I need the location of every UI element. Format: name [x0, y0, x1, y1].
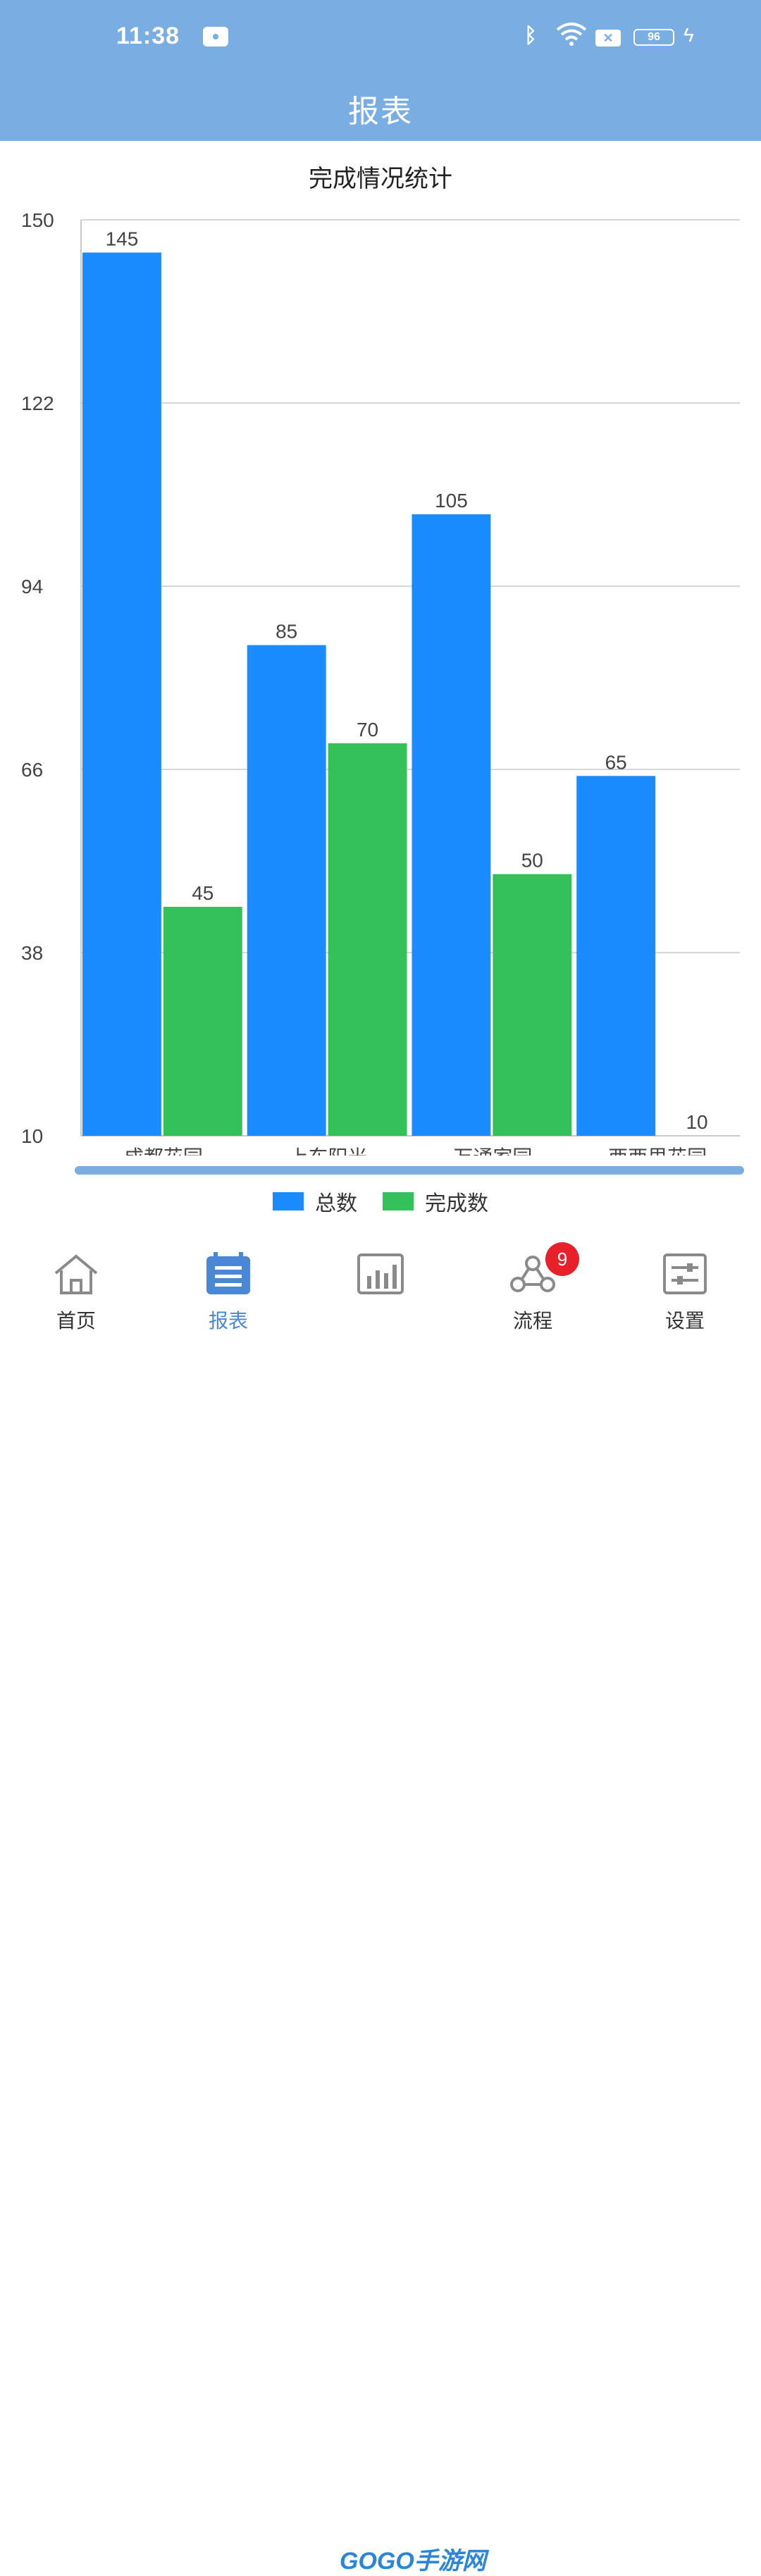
- legend-swatch-done: [383, 1192, 414, 1210]
- data-label: 105: [435, 490, 468, 512]
- x-tick-label: 万通家园: [453, 1146, 532, 1156]
- data-label: 70: [357, 719, 378, 741]
- watermark-logo: GOGO手游网: [340, 2548, 486, 2575]
- nav-item-flow[interactable]: 9 流程: [483, 1237, 582, 1353]
- bar-done: [493, 874, 572, 1136]
- data-label: 85: [276, 621, 297, 643]
- data-label: 45: [192, 882, 214, 904]
- data-label: 145: [106, 228, 139, 249]
- legend-item-done[interactable]: 完成数: [383, 1186, 488, 1217]
- y-tick-label: 122: [21, 392, 54, 414]
- chart-scrollbar[interactable]: [75, 1166, 744, 1175]
- data-label: 50: [521, 850, 543, 872]
- nav-label-settings: 设置: [664, 1309, 705, 1332]
- nav-label-home: 首页: [56, 1309, 96, 1332]
- y-tick-label: 94: [21, 576, 43, 597]
- camera-icon: [203, 27, 228, 47]
- data-label: 10: [686, 1111, 707, 1133]
- y-tick-label: 38: [21, 942, 43, 964]
- nav-item-settings[interactable]: 设置: [636, 1237, 734, 1353]
- bar-done: [328, 743, 407, 1136]
- nav-item-report[interactable]: 报表: [179, 1237, 278, 1353]
- bar-chart: 150 122 94 66 38 10 145 45 成都花园 85 70 上东阳光 105 50 万通家园…: [21, 209, 740, 1156]
- status-time: 11:38: [116, 23, 180, 49]
- report-icon: [206, 1252, 250, 1294]
- nav-item-chart[interactable]: [331, 1237, 430, 1353]
- chart-title: 完成情况统计: [309, 165, 452, 193]
- bar-total: [412, 514, 491, 1136]
- y-tick-label: 10: [21, 1125, 43, 1147]
- settings-icon: [663, 1253, 707, 1294]
- sim-icon: ✕: [595, 30, 621, 47]
- home-icon: [54, 1254, 98, 1294]
- flow-icon: [510, 1256, 555, 1292]
- x-tick-label: 上东阳光: [289, 1146, 368, 1156]
- bar-done: [163, 907, 242, 1136]
- app-header: 11:38 ᛒ ✕ 96 ϟ 报表: [0, 0, 761, 141]
- legend-label-done: 完成数: [425, 1191, 488, 1216]
- nav-label-flow: 流程: [512, 1309, 552, 1332]
- bar-total: [247, 645, 326, 1136]
- page-title: 报表: [348, 94, 413, 130]
- bottom-nav: 首页 报表 9 流程: [0, 1237, 761, 2575]
- charging-icon: ϟ: [683, 24, 694, 46]
- legend-item-total[interactable]: 总数: [273, 1186, 357, 1217]
- battery-icon: 96: [633, 29, 674, 46]
- x-tick-label: 成都花园: [124, 1146, 203, 1156]
- flow-badge: 9: [545, 1242, 579, 1276]
- chart-icon: [357, 1253, 404, 1294]
- bluetooth-icon: ᛒ: [524, 24, 537, 47]
- nav-item-home[interactable]: 首页: [27, 1237, 125, 1353]
- bar-total: [82, 252, 161, 1136]
- y-tick-label: 66: [21, 759, 43, 781]
- bar-total: [576, 776, 656, 1136]
- data-label: 65: [605, 751, 627, 773]
- x-tick-label: 西西里花园: [608, 1146, 707, 1156]
- nav-label-report: 报表: [208, 1309, 248, 1332]
- wifi-icon: [556, 23, 587, 46]
- chart-legend: 总数 完成数: [0, 1186, 761, 1217]
- legend-label-total: 总数: [315, 1191, 357, 1216]
- y-tick-label: 150: [21, 209, 54, 231]
- legend-swatch-total: [273, 1192, 304, 1210]
- status-bar: 11:38 ᛒ ✕ 96 ϟ: [0, 0, 761, 70]
